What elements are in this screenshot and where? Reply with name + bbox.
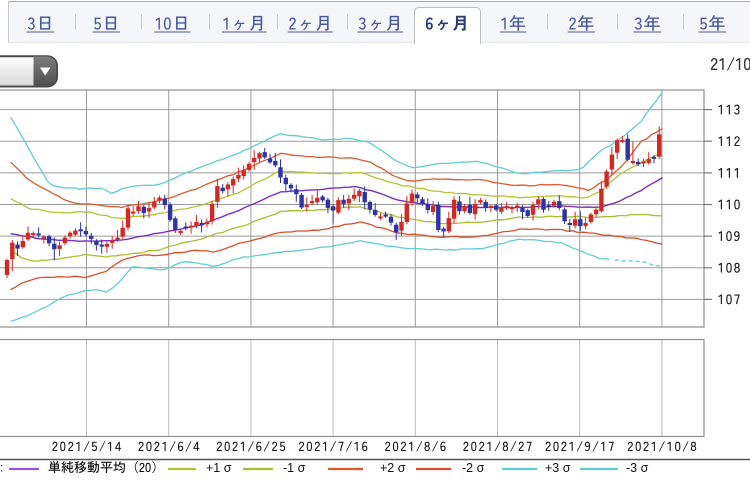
svg-text:+3 σ: +3 σ <box>545 461 571 475</box>
svg-text::: : <box>0 461 3 475</box>
svg-text:-1 σ: -1 σ <box>283 461 306 475</box>
svg-text:+1 σ: +1 σ <box>206 461 232 475</box>
svg-text:+2 σ: +2 σ <box>380 461 406 475</box>
svg-text:-2 σ: -2 σ <box>462 461 485 475</box>
svg-text:-3 σ: -3 σ <box>626 461 649 475</box>
